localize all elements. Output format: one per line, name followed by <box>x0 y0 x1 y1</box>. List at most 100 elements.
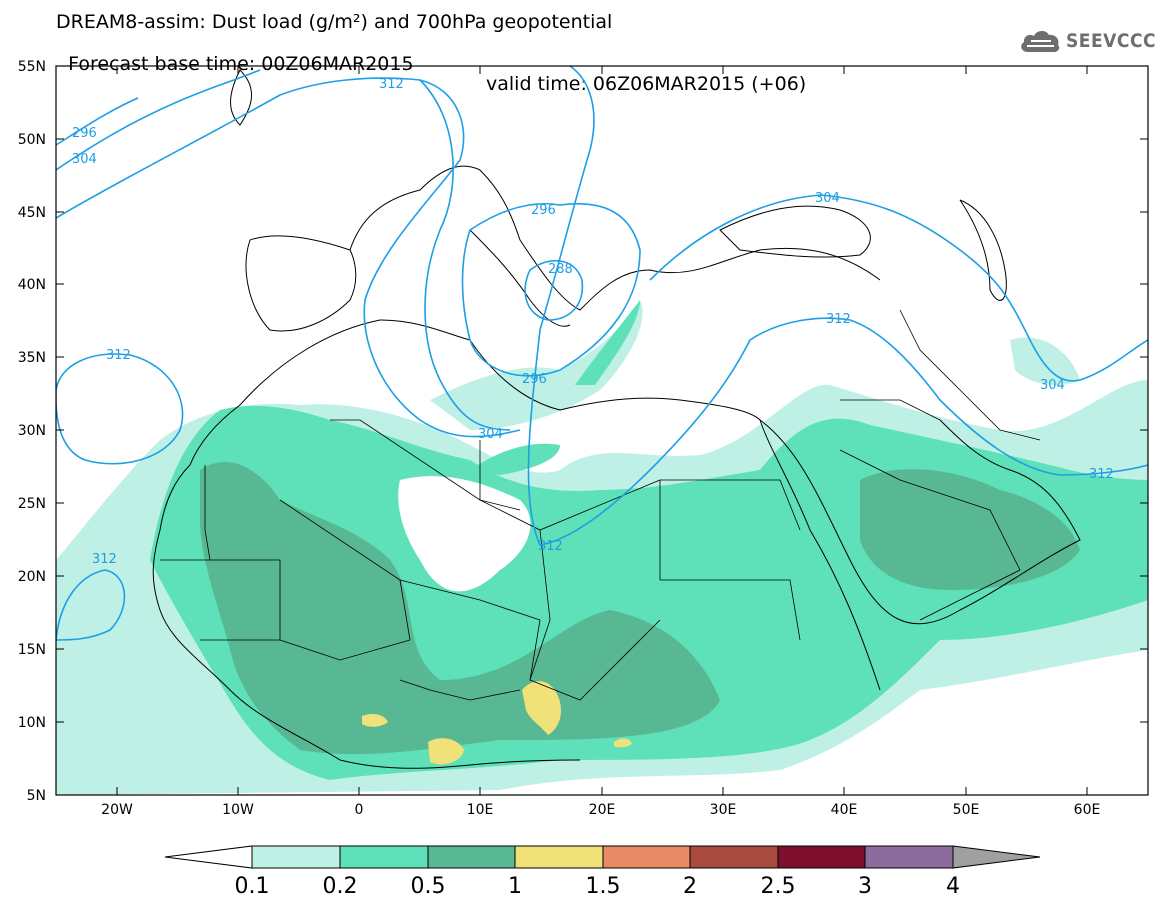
contour-label: 296 <box>531 203 556 218</box>
borders <box>160 309 1041 701</box>
colorbar: 0.1 0.2 0.5 1 1.5 2 2.5 3 4 <box>164 845 1041 899</box>
lat-label: 30N <box>18 423 46 439</box>
lon-label: 0 <box>355 802 364 818</box>
border-mali <box>279 499 411 661</box>
seevccc-logo: SEEVCCC <box>1018 26 1158 58</box>
coastline-europe <box>249 165 881 311</box>
border-sudan <box>660 579 801 641</box>
contour-312-sahara <box>527 66 1148 546</box>
contour-label: 312 <box>92 552 117 567</box>
dust-area-0.2-greece <box>575 300 640 385</box>
contour-labels: 296 304 312 312 296 288 296 304 312 312 … <box>72 77 1114 567</box>
contour-label: 312 <box>379 77 404 92</box>
contour-296-northwest <box>56 97 139 146</box>
contour-304-east <box>649 194 1148 382</box>
lat-label: 55N <box>18 59 46 75</box>
border-mauritania <box>200 559 281 641</box>
dust-area-1-ghana <box>362 714 388 727</box>
coastline-caspian <box>959 199 1007 301</box>
dust-area-0.5-west <box>200 461 720 755</box>
contour-label: 304 <box>478 427 503 442</box>
border-west-sahara <box>160 465 211 561</box>
colorbar-bin <box>339 845 429 869</box>
border-nigeria <box>399 679 521 701</box>
dust-area-1-central <box>522 681 562 735</box>
lon-label: 60E <box>1074 802 1101 818</box>
contour-label: 288 <box>548 262 573 277</box>
contour-label: 304 <box>815 191 840 206</box>
valid-time-label: valid time: 06Z06MAR2015 (+06) <box>486 73 807 95</box>
lat-label: 15N <box>18 642 46 658</box>
clear-area-sahara <box>398 476 531 592</box>
dust-area-0.2-libya <box>470 443 560 475</box>
contour-label: 296 <box>72 126 97 141</box>
contour-label: 312 <box>538 539 563 554</box>
dust-area-1-nigeria <box>428 738 464 765</box>
contour-304-med <box>419 79 511 431</box>
lon-label: 20E <box>589 802 616 818</box>
contour-label: 312 <box>1089 467 1114 482</box>
lon-label: 10W <box>222 802 254 818</box>
border-niger <box>399 579 541 681</box>
colorbar-arrow-low <box>164 845 253 869</box>
contour-296-low <box>461 202 641 377</box>
lat-label: 5N <box>27 788 46 804</box>
dust-area-0.5-arabia <box>860 469 1080 590</box>
contour-label: 312 <box>826 312 851 327</box>
contour-304-northwest <box>56 69 261 171</box>
lat-label: 45N <box>18 205 46 221</box>
coastline-italy <box>469 229 571 327</box>
coastline-britain <box>230 69 253 126</box>
colorbar-label: 0.5 <box>411 874 446 899</box>
colorbar-label: 3 <box>858 874 872 899</box>
coastline-arabia <box>759 419 1081 625</box>
base-time-label: Forecast base time: 00Z06MAR2015 <box>68 53 414 75</box>
contour-label: 296 <box>522 372 547 387</box>
coastline-africa <box>152 404 581 769</box>
colorbar-bin <box>427 845 516 869</box>
lat-label: 10N <box>18 715 46 731</box>
colorbar-label: 2 <box>683 874 697 899</box>
border-iraq <box>840 399 941 421</box>
contour-288-low <box>524 259 584 321</box>
lon-label: 10E <box>467 802 494 818</box>
lon-label: 20W <box>101 802 133 818</box>
lat-label: 25N <box>18 496 46 512</box>
colorbar-label: 1.5 <box>586 874 621 899</box>
cloud-icon <box>1021 30 1060 52</box>
contour-312-africa-w <box>56 569 126 641</box>
colorbar-bin <box>602 845 691 869</box>
contour-312-north <box>56 77 521 438</box>
contour-label: 312 <box>106 348 131 363</box>
colorbar-bin <box>864 845 954 869</box>
chart-title: DREAM8-assim: Dust load (g/m²) and 700hP… <box>56 11 613 33</box>
border-iran <box>899 309 1041 441</box>
lon-label: 30E <box>710 802 737 818</box>
colorbar-bin <box>777 845 866 869</box>
coastline-north-africa <box>239 319 881 691</box>
colorbar-bin <box>514 845 604 869</box>
lat-label: 50N <box>18 132 46 148</box>
logo-text: SEEVCCC <box>1066 30 1157 52</box>
colorbar-arrow-high <box>952 845 1041 869</box>
lat-label: 40N <box>18 277 46 293</box>
latitude-axis: 55N 50N 45N 40N 35N 30N 25N 20N 15N 10N … <box>18 59 1148 804</box>
dust-area-0.1-iran <box>1010 337 1080 386</box>
colorbar-label: 0.2 <box>323 874 358 899</box>
coastline-iberia <box>245 239 357 332</box>
chart-subtitle: Forecast base time: 00Z06MAR2015 valid t… <box>56 34 806 94</box>
contour-label: 304 <box>72 152 97 167</box>
lat-label: 20N <box>18 569 46 585</box>
lat-label: 35N <box>18 350 46 366</box>
dust-area-0.1-med <box>430 300 643 430</box>
colorbar-label: 4 <box>946 874 960 899</box>
lon-label: 50E <box>953 802 980 818</box>
colorbar-label: 2.5 <box>761 874 796 899</box>
coastline-black-sea <box>719 205 871 258</box>
colorbar-bin <box>251 845 341 869</box>
geopotential-contours <box>56 66 1148 641</box>
border-algeria <box>330 419 521 511</box>
colorbar-label: 0.1 <box>235 874 270 899</box>
colorbar-label: 1 <box>508 874 522 899</box>
